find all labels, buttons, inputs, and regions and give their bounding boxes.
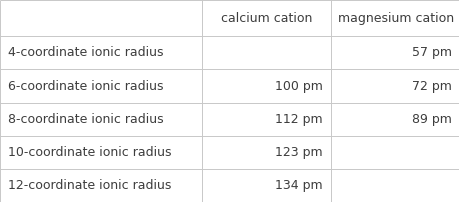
Text: calcium cation: calcium cation (221, 12, 312, 25)
Text: 89 pm: 89 pm (411, 113, 451, 126)
Text: magnesium cation: magnesium cation (337, 12, 453, 25)
Text: 57 pm: 57 pm (411, 46, 451, 59)
Text: 112 pm: 112 pm (274, 113, 322, 126)
Text: 134 pm: 134 pm (274, 179, 322, 192)
Text: 123 pm: 123 pm (274, 146, 322, 159)
Text: 6-coordinate ionic radius: 6-coordinate ionic radius (8, 80, 163, 93)
Text: 72 pm: 72 pm (411, 80, 451, 93)
Text: 8-coordinate ionic radius: 8-coordinate ionic radius (8, 113, 163, 126)
Text: 4-coordinate ionic radius: 4-coordinate ionic radius (8, 46, 163, 59)
Text: 100 pm: 100 pm (274, 80, 322, 93)
Text: 12-coordinate ionic radius: 12-coordinate ionic radius (8, 179, 171, 192)
Text: 10-coordinate ionic radius: 10-coordinate ionic radius (8, 146, 171, 159)
